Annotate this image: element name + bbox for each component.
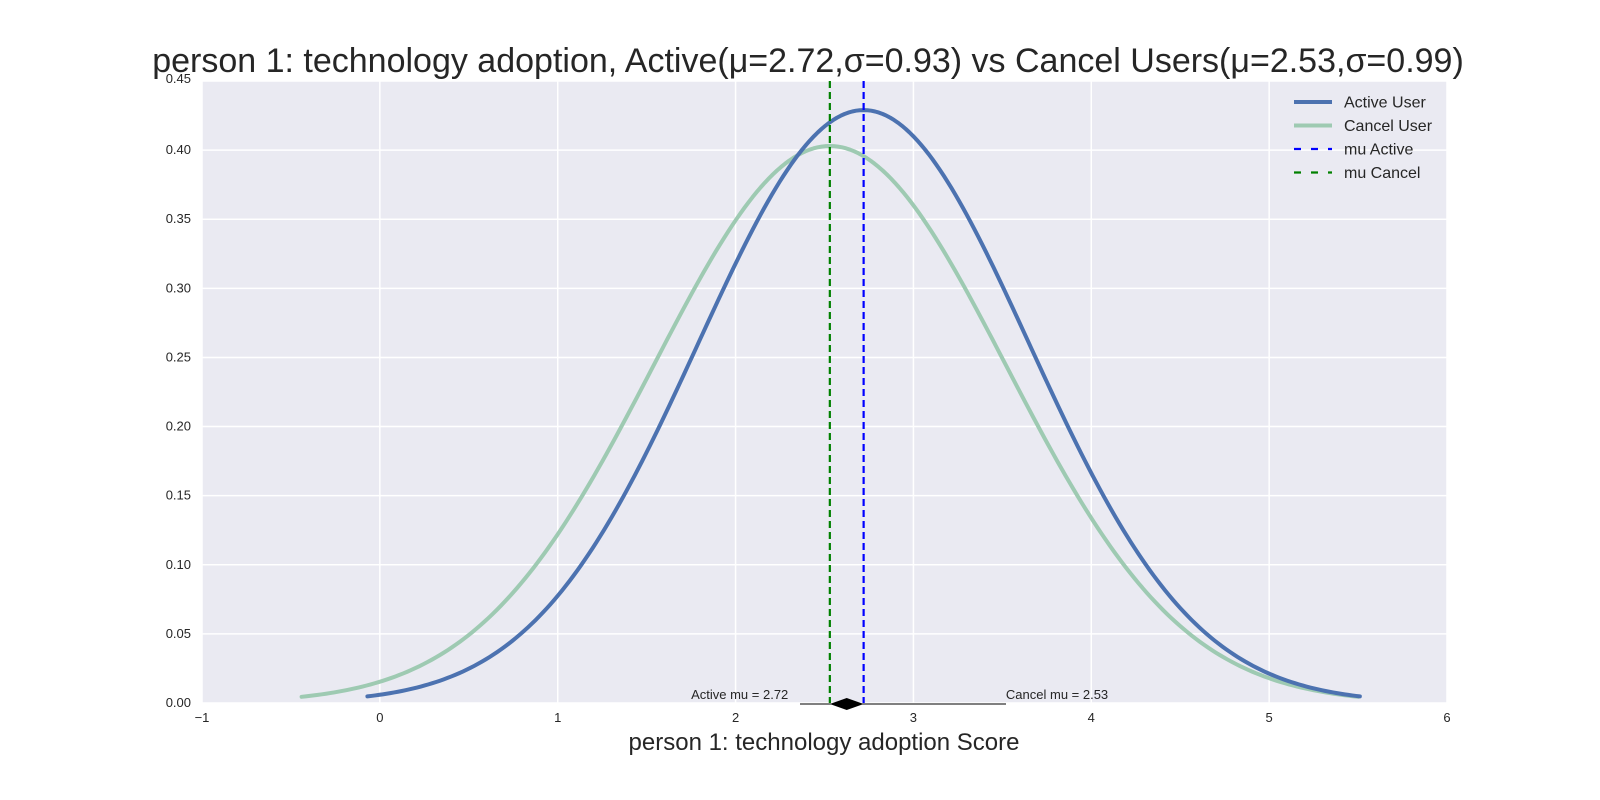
mean-lines: [828, 81, 865, 703]
y-tick-labels: 0.00 0.05 0.10 0.15 0.20 0.25 0.30 0.35 0.40 0.45: [166, 71, 191, 710]
legend: Active User Cancel User mu Active mu Cancel: [1294, 95, 1433, 182]
grid: [201, 80, 1448, 704]
series-cancel-user: [299, 144, 1361, 699]
y-tick-label: 0.00: [166, 695, 191, 710]
y-tick-label: 0.25: [166, 349, 191, 364]
legend-label: Active User: [1344, 95, 1426, 112]
legend-label: mu Active: [1344, 142, 1413, 159]
x-tick-labels: −1 0 1 2 3 4 5 6: [195, 710, 1451, 725]
plot-area: [202, 81, 1447, 703]
annotation-active-mu: Active mu = 2.72: [691, 687, 788, 702]
y-tick-label: 0.15: [166, 488, 191, 503]
y-tick-label: 0.35: [166, 211, 191, 226]
y-tick-label: 0.45: [166, 71, 191, 86]
y-tick-label: 0.30: [166, 280, 191, 295]
x-tick-label: 3: [910, 710, 917, 725]
x-tick-label: 1: [554, 710, 561, 725]
series-active-user: [365, 108, 1362, 699]
legend-label: Cancel User: [1344, 118, 1433, 135]
annotation-cancel-mu: Cancel mu = 2.53: [1006, 687, 1108, 702]
x-tick-label: 4: [1088, 710, 1095, 725]
y-tick-label: 0.20: [166, 419, 191, 434]
x-tick-label: 5: [1266, 710, 1273, 725]
x-tick-label: 0: [376, 710, 383, 725]
x-tick-label: −1: [195, 710, 210, 725]
legend-label: mu Cancel: [1344, 165, 1420, 182]
chart-title: person 1: technology adoption, Active(μ=…: [152, 42, 1464, 80]
x-axis-label: person 1: technology adoption Score: [629, 729, 1020, 756]
y-tick-label: 0.05: [166, 626, 191, 641]
y-tick-label: 0.10: [166, 557, 191, 572]
annotation-arrow: [829, 698, 864, 710]
x-tick-label: 6: [1443, 710, 1450, 725]
y-tick-label: 0.40: [166, 142, 191, 157]
x-tick-label: 2: [732, 710, 739, 725]
curves: [299, 108, 1362, 699]
annotations: Active mu = 2.72 Cancel mu = 2.53: [691, 687, 1108, 710]
